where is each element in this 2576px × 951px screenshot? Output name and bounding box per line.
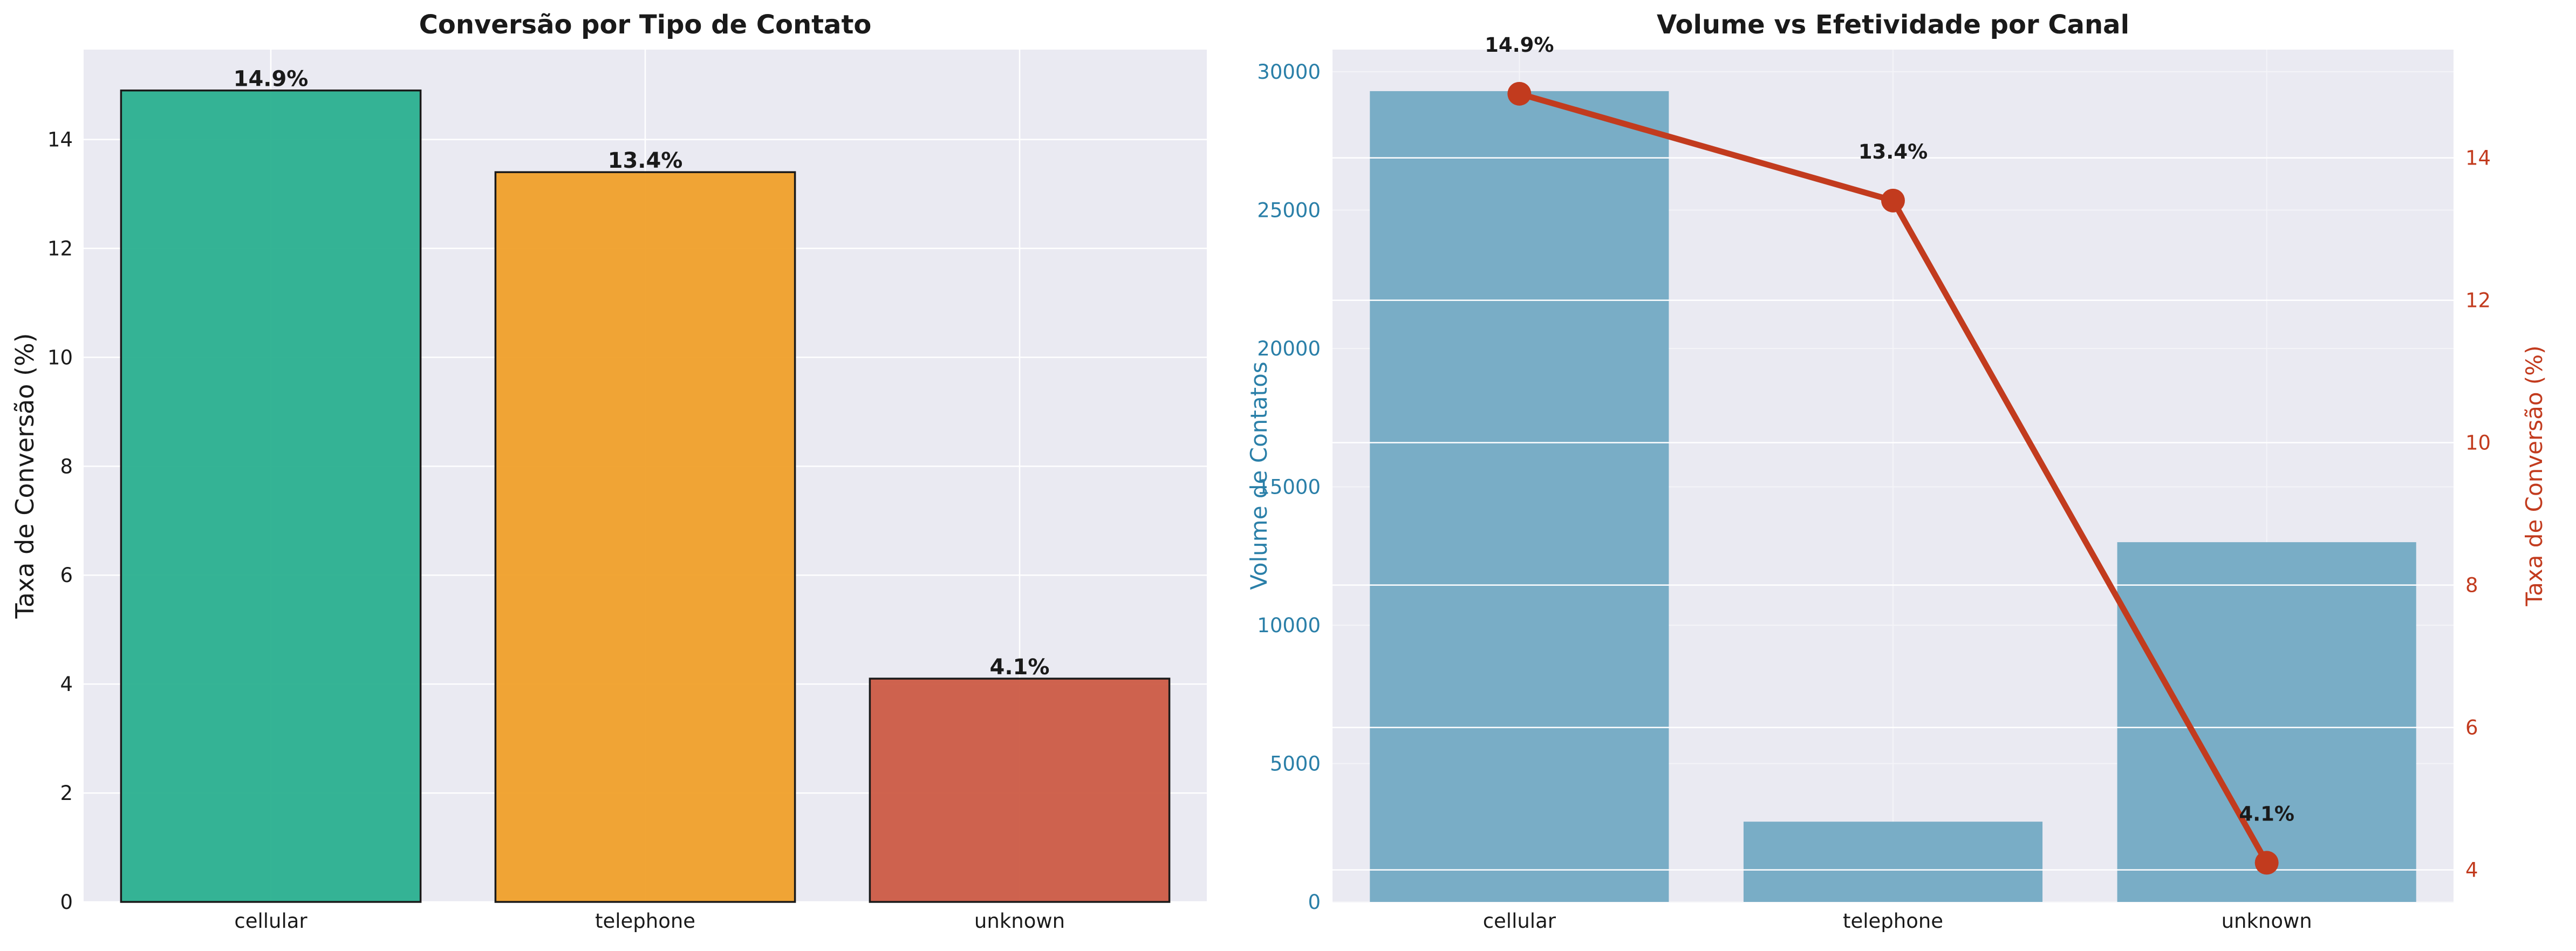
chart1-x-tick-cellular: cellular xyxy=(234,909,308,933)
chart2-left-y-tick: 15000 xyxy=(1257,476,1321,499)
chart1-y-axis-label: Taxa de Conversão (%) xyxy=(10,333,39,619)
chart1-data-label-cellular: 14.9% xyxy=(234,67,309,92)
chart2-left-y-tick: 30000 xyxy=(1257,60,1321,84)
chart2-left-y-tick-labels: 0 5000 10000 15000 20000 25000 30000 xyxy=(1257,60,1321,914)
chart2-right-y-tick-labels: 4 6 8 10 12 14 xyxy=(2465,147,2491,882)
chart2-right-y-tick: 4 xyxy=(2465,859,2478,882)
chart1-data-labels: 14.9% 13.4% 4.1% xyxy=(234,67,1050,680)
chart2-right-gridlines xyxy=(1333,157,2454,871)
chart2-data-label-telephone: 13.4% xyxy=(1858,140,1928,163)
chart2-data-label-cellular: 14.9% xyxy=(1485,33,1554,57)
chart2-conversion-point-telephone xyxy=(1881,188,1905,213)
chart2-right-y-tick: 8 xyxy=(2465,574,2478,597)
chart1-bar-telephone xyxy=(494,171,796,903)
chart1-bar-cellular xyxy=(120,89,422,903)
chart1-bars xyxy=(120,89,1171,903)
chart1-y-tick: 4 xyxy=(60,673,73,696)
chart2-x-tick-cellular: cellular xyxy=(1483,909,1556,933)
chart2-x-tick-unknown: unknown xyxy=(2222,909,2312,933)
chart2-data-labels: 14.9% 13.4% 4.1% xyxy=(1485,33,2294,826)
volume-vs-effectiveness-chart: 14.9%13.4%4.1% cellular telephone unknown … xyxy=(1246,10,2547,933)
chart1-y-tick: 10 xyxy=(47,346,73,369)
chart2-left-y-tick: 25000 xyxy=(1257,199,1321,222)
chart2-conversion-points xyxy=(1507,81,2279,875)
chart2-left-y-tick: 0 xyxy=(1308,891,1321,914)
chart1-x-tick-telephone: telephone xyxy=(595,909,695,933)
chart2-data-label-unknown: 4.1% xyxy=(2239,802,2294,825)
chart2-volume-bar-cellular xyxy=(1370,91,1669,902)
chart2-volume-bar-unknown xyxy=(2117,542,2416,902)
chart1-title: Conversão por Tipo de Contato xyxy=(419,10,872,40)
chart1-x-tick-unknown: unknown xyxy=(974,909,1065,933)
chart1-x-tick-labels: cellular telephone unknown xyxy=(234,909,1065,933)
chart1-y-tick: 14 xyxy=(47,128,73,152)
chart2-title: Volume vs Efetividade por Canal xyxy=(1657,10,2129,40)
chart1-y-tick: 0 xyxy=(60,891,73,914)
conversion-by-contact-type-chart: 14.9%13.4%4.1% cellular telephone unknown … xyxy=(10,10,1207,933)
chart2-x-tick-labels: cellular telephone unknown xyxy=(1483,909,2312,933)
chart1-data-label-unknown: 4.1% xyxy=(990,655,1050,680)
chart1-y-tick: 6 xyxy=(60,564,73,587)
chart2-right-y-tick: 6 xyxy=(2465,716,2478,740)
chart1-data-label-telephone: 13.4% xyxy=(608,148,683,173)
chart2-left-y-tick: 20000 xyxy=(1257,337,1321,360)
chart2-volume-bars xyxy=(1370,91,2416,902)
chart1-y-tick: 12 xyxy=(47,237,73,260)
chart1-y-tick-labels: 0 2 4 6 8 10 12 14 xyxy=(47,128,73,914)
chart2-left-y-tick: 5000 xyxy=(1270,752,1321,776)
chart2-right-y-tick: 14 xyxy=(2465,147,2491,170)
chart2-right-y-axis-label: Taxa de Conversão (%) xyxy=(2521,345,2547,606)
chart1-y-tick: 8 xyxy=(60,455,73,478)
chart2-right-y-tick: 10 xyxy=(2465,432,2491,455)
chart1-bar-unknown xyxy=(869,678,1171,903)
chart2-right-y-tick: 12 xyxy=(2465,289,2491,312)
chart2-conversion-point-cellular xyxy=(1507,81,1532,106)
chart2-left-y-tick: 10000 xyxy=(1257,614,1321,637)
chart2-left-y-axis-label: Volume de Contatos xyxy=(1246,361,1272,590)
chart2-conversion-point-unknown xyxy=(2254,851,2279,875)
chart2-volume-bar-telephone xyxy=(1743,822,2043,902)
chart1-y-tick: 2 xyxy=(60,782,73,805)
chart2-x-tick-telephone: telephone xyxy=(1843,909,1943,933)
